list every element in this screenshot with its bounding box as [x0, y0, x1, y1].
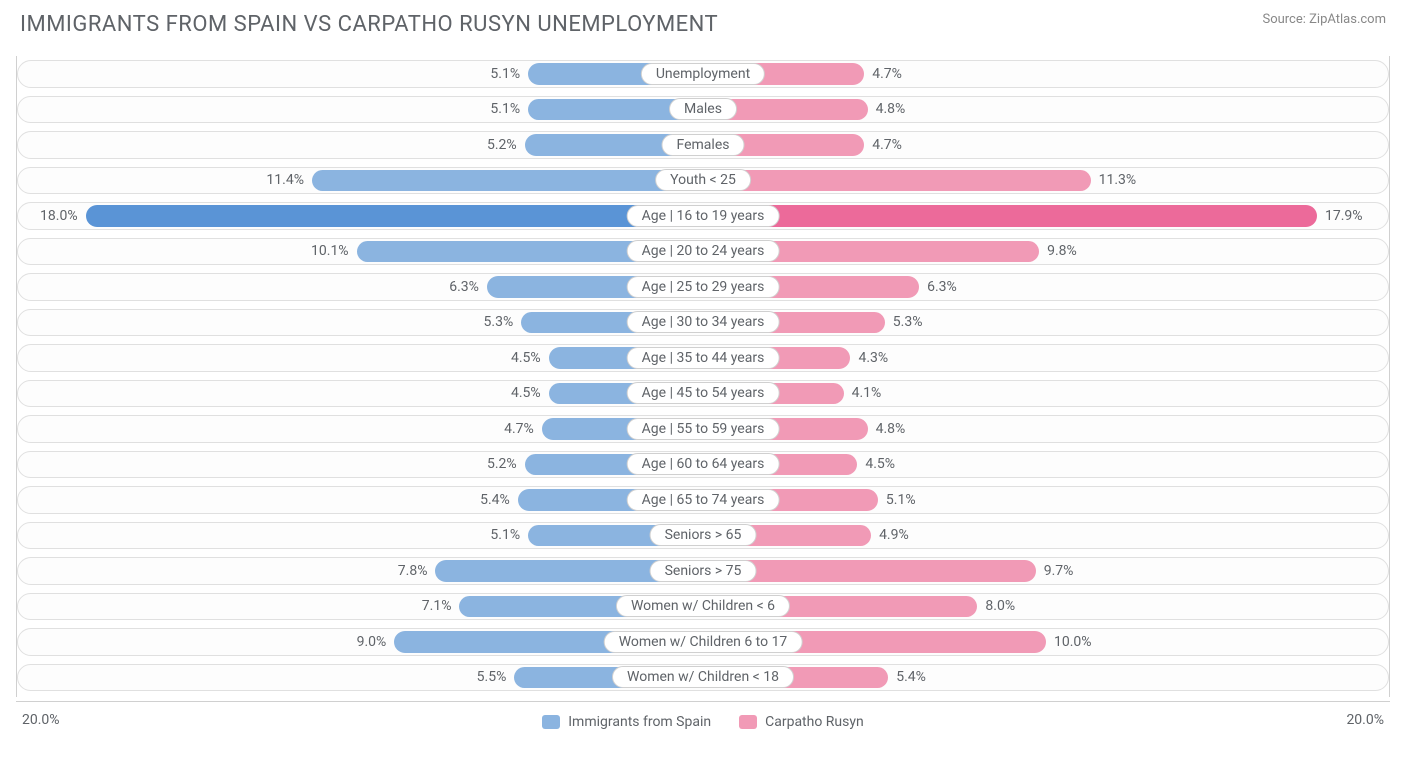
- value-left: 4.5%: [511, 385, 541, 401]
- value-right: 17.9%: [1325, 208, 1363, 224]
- value-left: 9.0%: [357, 634, 387, 650]
- value-right: 4.1%: [852, 385, 882, 401]
- chart-row: 10.1% 9.8% Age | 20 to 24 years: [17, 234, 1389, 270]
- chart-row: 5.5% 5.4% Women w/ Children < 18: [17, 660, 1389, 696]
- value-right: 5.3%: [893, 314, 923, 330]
- chart-row: 7.8% 9.7% Seniors > 75: [17, 553, 1389, 589]
- chart-row: 11.4% 11.3% Youth < 25: [17, 163, 1389, 199]
- legend-item-left: Immigrants from Spain: [542, 714, 711, 730]
- value-left: 4.7%: [504, 421, 534, 437]
- value-right: 4.3%: [858, 350, 888, 366]
- source-attribution: Source: ZipAtlas.com: [1262, 12, 1386, 27]
- value-right: 5.4%: [896, 669, 926, 685]
- axis-left-max-label: 20.0%: [22, 712, 60, 728]
- category-label: Age | 35 to 44 years: [627, 347, 780, 369]
- category-label: Women w/ Children < 6: [616, 595, 790, 617]
- axis-right-max-label: 20.0%: [1346, 712, 1384, 728]
- category-label: Females: [662, 134, 745, 156]
- value-right: 4.8%: [876, 101, 906, 117]
- chart-row: 4.5% 4.3% Age | 35 to 44 years: [17, 340, 1389, 376]
- chart-row: 18.0% 17.9% Age | 16 to 19 years: [17, 198, 1389, 234]
- legend-swatch-right: [739, 715, 757, 729]
- value-left: 7.8%: [398, 563, 428, 579]
- value-left: 5.1%: [490, 101, 520, 117]
- category-label: Youth < 25: [655, 169, 751, 191]
- category-label: Age | 65 to 74 years: [627, 489, 780, 511]
- value-right: 11.3%: [1099, 172, 1137, 188]
- legend: Immigrants from Spain Carpatho Rusyn: [542, 714, 863, 730]
- value-left: 5.5%: [477, 669, 507, 685]
- chart-row: 7.1% 8.0% Women w/ Children < 6: [17, 589, 1389, 625]
- value-left: 5.1%: [490, 527, 520, 543]
- value-left: 5.4%: [480, 492, 510, 508]
- value-right: 5.1%: [886, 492, 916, 508]
- category-label: Age | 25 to 29 years: [627, 276, 780, 298]
- category-label: Age | 55 to 59 years: [627, 418, 780, 440]
- value-right: 9.7%: [1044, 563, 1074, 579]
- legend-label-left: Immigrants from Spain: [568, 714, 711, 730]
- chart-row: 9.0% 10.0% Women w/ Children 6 to 17: [17, 624, 1389, 660]
- category-label: Age | 45 to 54 years: [627, 382, 780, 404]
- legend-label-right: Carpatho Rusyn: [765, 714, 864, 730]
- chart-row: 5.1% 4.8% Males: [17, 92, 1389, 128]
- value-left: 5.1%: [490, 66, 520, 82]
- value-left: 4.5%: [511, 350, 541, 366]
- chart-title: IMMIGRANTS FROM SPAIN VS CARPATHO RUSYN …: [20, 12, 718, 37]
- value-right: 4.8%: [876, 421, 906, 437]
- value-left: 5.2%: [487, 456, 517, 472]
- value-right: 10.0%: [1054, 634, 1092, 650]
- chart-row: 6.3% 6.3% Age | 25 to 29 years: [17, 269, 1389, 305]
- chart-row: 5.2% 4.5% Age | 60 to 64 years: [17, 447, 1389, 483]
- value-right: 4.7%: [872, 66, 902, 82]
- value-left: 11.4%: [266, 172, 304, 188]
- value-right: 4.5%: [865, 456, 895, 472]
- category-label: Age | 30 to 34 years: [627, 311, 780, 333]
- chart-row: 5.3% 5.3% Age | 30 to 34 years: [17, 305, 1389, 341]
- value-right: 6.3%: [927, 279, 957, 295]
- value-left: 10.1%: [311, 243, 349, 259]
- bar-left: [312, 170, 703, 192]
- bar-left: [86, 205, 703, 227]
- chart-row: 5.2% 4.7% Females: [17, 127, 1389, 163]
- category-label: Males: [669, 98, 737, 120]
- diverging-bar-chart: 5.1% 4.7% Unemployment 5.1% 4.8% Males 5.2% 4.7…: [16, 56, 1390, 697]
- value-right: 8.0%: [985, 598, 1015, 614]
- category-label: Seniors > 65: [650, 524, 757, 546]
- value-left: 7.1%: [422, 598, 452, 614]
- chart-row: 4.5% 4.1% Age | 45 to 54 years: [17, 376, 1389, 412]
- value-right: 4.9%: [879, 527, 909, 543]
- chart-footer: 20.0% Immigrants from Spain Carpatho Rus…: [16, 701, 1390, 741]
- chart-row: 4.7% 4.8% Age | 55 to 59 years: [17, 411, 1389, 447]
- category-label: Women w/ Children < 18: [612, 666, 794, 688]
- category-label: Seniors > 75: [650, 560, 757, 582]
- category-label: Women w/ Children 6 to 17: [604, 631, 803, 653]
- category-label: Unemployment: [641, 63, 765, 85]
- value-right: 9.8%: [1047, 243, 1077, 259]
- category-label: Age | 16 to 19 years: [627, 205, 780, 227]
- value-left: 18.0%: [40, 208, 78, 224]
- chart-row: 5.4% 5.1% Age | 65 to 74 years: [17, 482, 1389, 518]
- category-label: Age | 60 to 64 years: [627, 453, 780, 475]
- legend-item-right: Carpatho Rusyn: [739, 714, 864, 730]
- chart-row: 5.1% 4.7% Unemployment: [17, 56, 1389, 92]
- bar-right: [703, 170, 1091, 192]
- value-left: 6.3%: [449, 279, 479, 295]
- value-left: 5.3%: [484, 314, 514, 330]
- value-left: 5.2%: [487, 137, 517, 153]
- category-label: Age | 20 to 24 years: [627, 240, 780, 262]
- bar-right: [703, 205, 1317, 227]
- value-right: 4.7%: [872, 137, 902, 153]
- chart-row: 5.1% 4.9% Seniors > 65: [17, 518, 1389, 554]
- legend-swatch-left: [542, 715, 560, 729]
